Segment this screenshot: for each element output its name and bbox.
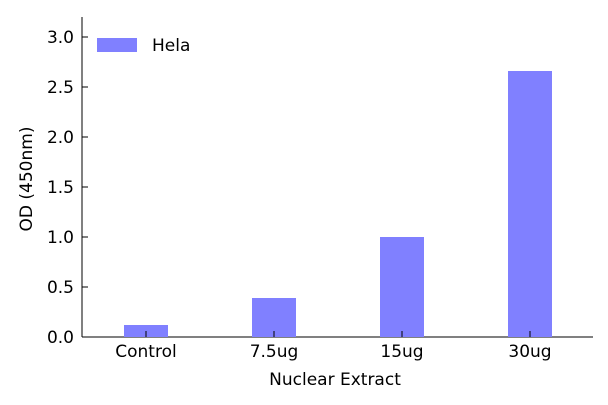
legend: Hela (97, 36, 190, 56)
bar-30ug (508, 71, 552, 337)
legend-swatch (97, 38, 137, 52)
bars-group (124, 71, 552, 337)
y-axis-title: OD (450nm) (17, 127, 37, 232)
x-tick-label: 30ug (508, 342, 551, 362)
y-tick-label: 1.5 (47, 178, 74, 198)
y-tick-label: 3.0 (47, 28, 74, 48)
x-tick-label: 15ug (380, 342, 423, 362)
y-tick-label: 0.0 (47, 328, 74, 348)
bar-15ug (380, 237, 424, 337)
x-tick-label: Control (115, 342, 176, 362)
y-axis: 0.0 0.5 1.0 1.5 2.0 2.5 3.0 (47, 28, 88, 348)
legend-label: Hela (152, 36, 190, 56)
x-axis: Control 7.5ug 15ug 30ug (115, 331, 552, 362)
x-axis-title: Nuclear Extract (269, 370, 401, 390)
y-tick-label: 0.5 (47, 278, 74, 298)
y-tick-label: 2.0 (47, 128, 74, 148)
y-tick-label: 1.0 (47, 228, 74, 248)
y-tick-label: 2.5 (47, 78, 74, 98)
x-tick-label: 7.5ug (250, 342, 299, 362)
bar-7-5ug (252, 298, 296, 337)
